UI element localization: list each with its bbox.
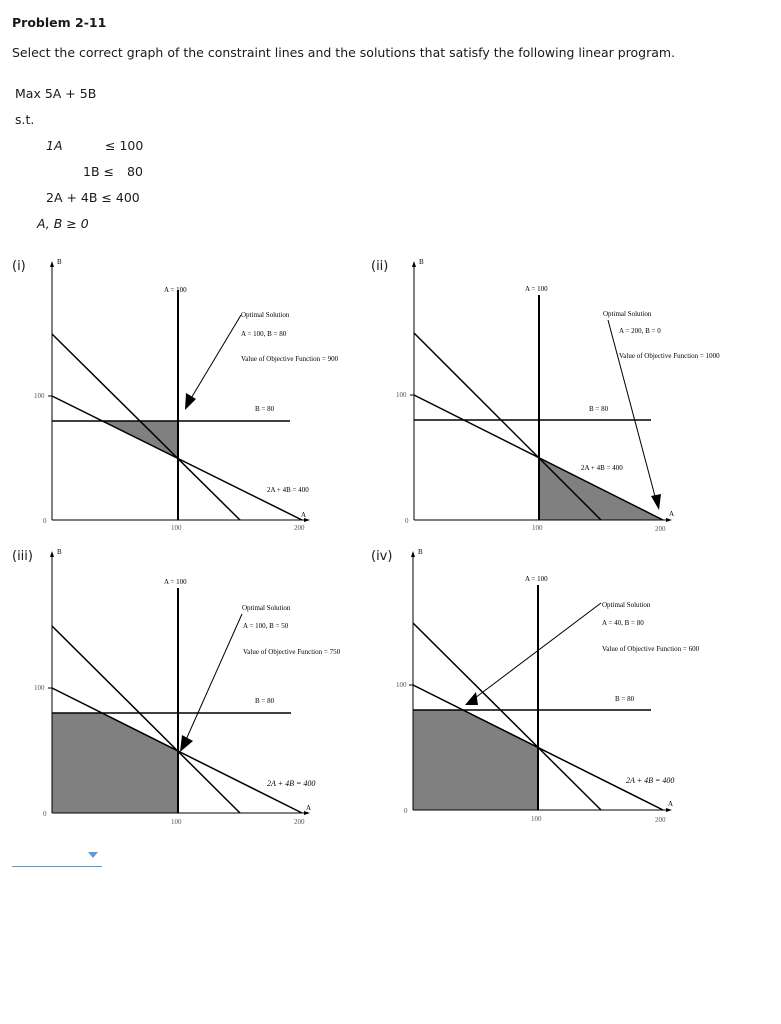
lp-c3: 2A + 4B ≤ 400 [46,190,140,205]
feasible-region [413,710,538,810]
svg-text:Value of Objective Function =: Value of Objective Function = 900 [241,355,339,363]
arrowhead-icon [180,735,193,752]
graph-option-iv: B A 0 100 100 200 A = 100 B = 80 2A + 4B… [380,540,780,844]
svg-text:B = 80: B = 80 [255,405,275,413]
svg-text:200: 200 [655,816,666,824]
svg-text:100: 100 [396,681,407,689]
svg-text:A = 100: A = 100 [525,285,548,293]
graph-option-ii: B A 0 100 100 200 A = 100 B = 80 2A + 4B… [380,250,780,544]
svg-text:B: B [419,258,424,266]
svg-text:100: 100 [396,391,407,399]
svg-text:0: 0 [43,517,47,525]
arrowhead-icon [651,494,661,510]
feasible-region [52,713,178,813]
svg-text:A = 100, B = 80: A = 100, B = 80 [241,330,287,338]
svg-text:2A + 4B = 400: 2A + 4B = 400 [267,486,309,494]
lp-subject-to: s.t. [15,112,35,127]
arrowhead-icon [185,393,196,410]
svg-text:B = 80: B = 80 [255,697,275,705]
svg-text:A = 100: A = 100 [164,286,187,294]
lp-c2-lhs: 1B ≤ [83,164,114,179]
line-objective [412,622,602,811]
answer-select-dropdown[interactable] [12,846,102,867]
svg-text:200: 200 [294,524,305,532]
lp-c1-lhs: 1A [46,138,63,153]
svg-text:B = 80: B = 80 [589,405,609,413]
svg-text:B: B [57,258,62,266]
svg-text:A: A [301,511,306,519]
svg-text:B: B [57,548,62,556]
svg-text:A: A [668,800,673,808]
svg-text:A: A [306,804,311,812]
optimal-arrow [184,613,243,743]
svg-text:A: A [669,510,674,518]
optimal-arrow [189,314,242,401]
svg-text:100: 100 [34,392,45,400]
svg-text:A = 100, B = 50: A = 100, B = 50 [243,622,289,630]
svg-text:100: 100 [171,524,182,532]
svg-text:0: 0 [43,810,47,818]
svg-text:Optimal Solution: Optimal Solution [602,601,651,609]
optimal-arrow [607,319,657,501]
line-objective [51,625,241,814]
svg-text:100: 100 [34,684,45,692]
svg-text:Optimal Solution: Optimal Solution [242,604,291,612]
chevron-down-icon[interactable] [88,852,98,858]
problem-title: Problem 2-11 [12,15,107,30]
option-label-iii: (iii) [12,549,33,564]
svg-text:A = 100: A = 100 [525,575,548,583]
svg-text:2A + 4B = 400: 2A + 4B = 400 [267,779,315,788]
svg-text:0: 0 [404,807,408,815]
lp-c2-rhs: 80 [127,164,143,179]
svg-text:2A + 4B = 400: 2A + 4B = 400 [626,776,674,785]
svg-text:200: 200 [655,525,666,533]
graph-option-iii: B A 0 100 100 200 A = 100 B = 80 2A + 4B… [0,540,390,844]
optimal-arrow [474,602,602,699]
svg-text:A = 100: A = 100 [164,578,187,586]
svg-text:0: 0 [405,517,409,525]
lp-objective: Max 5A + 5B [15,86,97,101]
line-objective [51,333,241,521]
svg-text:Optimal Solution: Optimal Solution [241,311,290,319]
svg-text:Optimal Solution: Optimal Solution [603,310,652,318]
svg-text:A = 200, B = 0: A = 200, B = 0 [619,327,661,335]
svg-text:A = 40, B = 80: A = 40, B = 80 [602,619,644,627]
svg-text:100: 100 [531,815,542,823]
option-label-iv: (iv) [371,549,393,564]
svg-text:200: 200 [294,818,305,826]
svg-text:100: 100 [171,818,182,826]
svg-text:B: B [418,548,423,556]
svg-text:Value of Objective Function =: Value of Objective Function = 750 [243,648,341,656]
line-objective [413,332,602,521]
problem-prompt: Select the correct graph of the constrai… [12,45,676,60]
svg-text:B = 80: B = 80 [615,695,635,703]
option-label-ii: (ii) [371,259,389,274]
svg-text:Value of Objective Function =: Value of Objective Function = 600 [602,645,700,653]
lp-nonneg: A, B ≥ 0 [37,216,89,231]
option-label-i: (i) [12,259,26,274]
svg-text:Value of Objective Function =: Value of Objective Function = 1000 [619,352,720,360]
arrowhead-icon [465,692,478,705]
svg-text:100: 100 [532,524,543,532]
graph-option-i: B A 0 100 100 200 A = 100 B = 80 2A + 4B… [0,250,390,544]
lp-c1-rhs: ≤ 100 [105,138,144,153]
svg-text:2A + 4B = 400: 2A + 4B = 400 [581,464,623,472]
